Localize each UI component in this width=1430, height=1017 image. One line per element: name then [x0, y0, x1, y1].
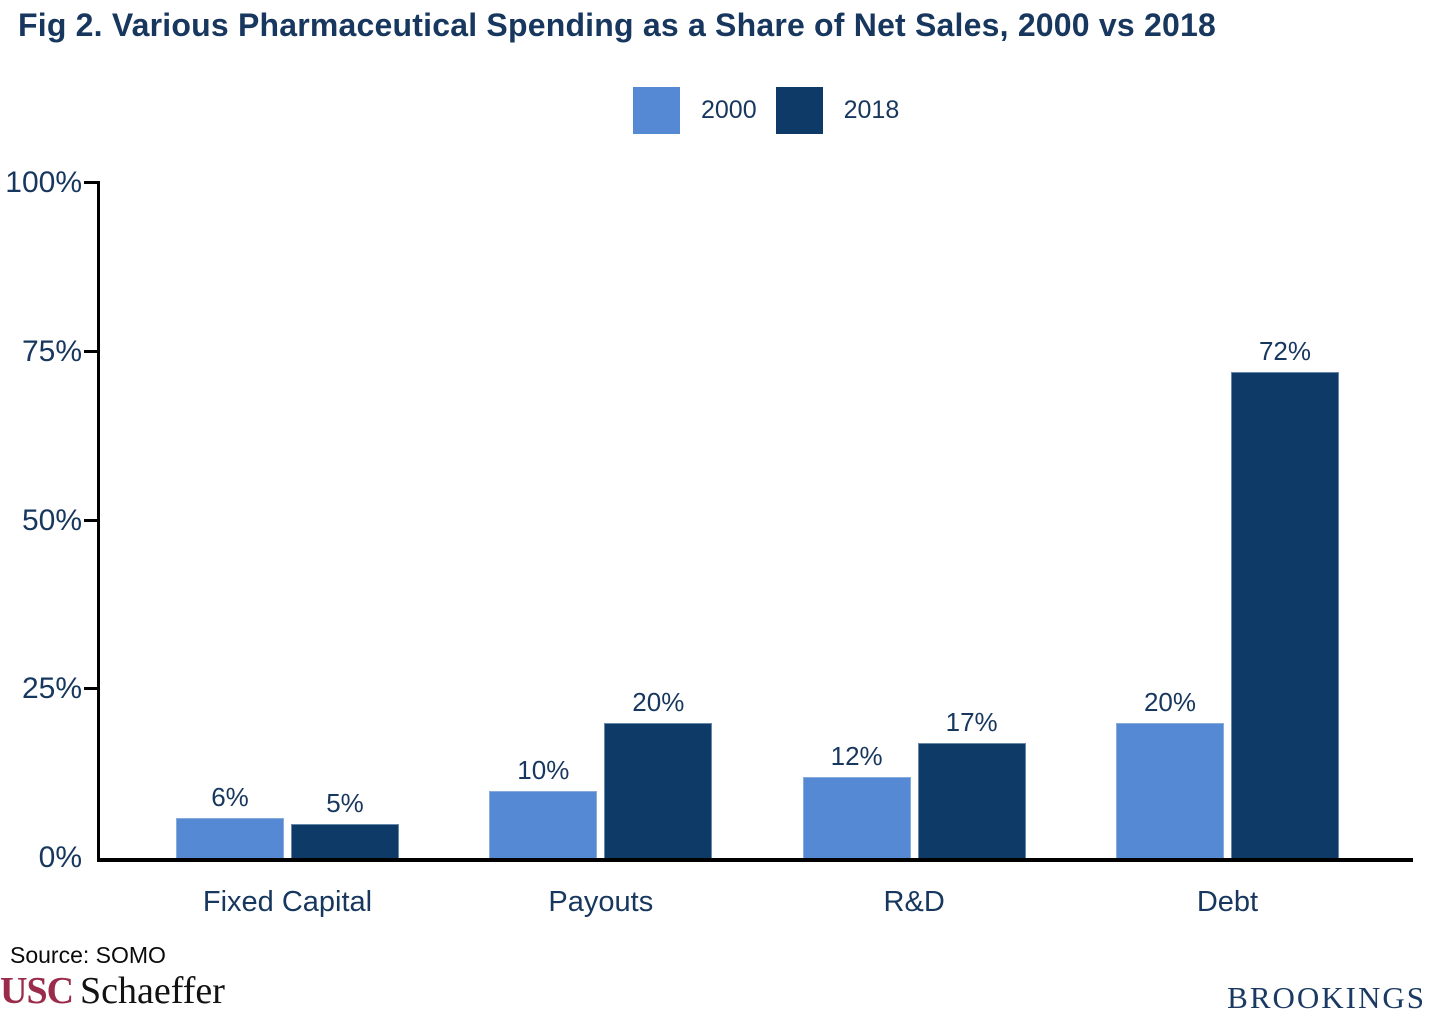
bar-value-2000-payouts: 10%	[517, 754, 570, 785]
y-tick-label-100: 100%	[5, 166, 82, 199]
bar-2000-debt: 20%	[1115, 687, 1224, 858]
y-tick-label-50: 50%	[21, 503, 82, 537]
y-tick-mark-25	[84, 687, 100, 691]
category-label-debt: Debt	[1196, 886, 1259, 918]
bar-2018-debt: 72%	[1230, 336, 1339, 858]
bar-group-debt: 20% 72%	[1115, 183, 1339, 858]
bar-group-fixed-capital: 6% 5%	[176, 183, 399, 858]
bar-value-2018-r-d: 17%	[945, 707, 998, 738]
y-tick-mark-100	[84, 181, 100, 184]
legend-item-2000: 2000	[633, 86, 757, 134]
bar-group-r-d: 12% 17%	[802, 183, 1026, 858]
legend: 2000 2018	[633, 86, 899, 134]
bar-group-payouts: 10% 20%	[489, 183, 713, 858]
bar-value-2018-payouts: 20%	[632, 687, 685, 717]
bar-2018-payouts: 20%	[604, 687, 713, 858]
usc-logo-text: USC	[0, 970, 74, 1012]
figure-title: Fig 2. Various Pharmaceutical Spending a…	[18, 7, 1216, 43]
y-axis-labels: 0% 25% 50% 75% 100%	[0, 166, 88, 874]
bar-value-2000-debt: 20%	[1143, 687, 1197, 717]
bar-value-2018-debt: 72%	[1258, 336, 1312, 366]
category-label-payouts: Payouts	[548, 886, 654, 918]
bars-row: 6% 5% 10% 20% 12% 17% 20% 72%	[100, 183, 1413, 858]
bar-2018-fixed-capital: 5%	[291, 788, 399, 858]
bar-2000-fixed-capital: 6%	[176, 782, 284, 858]
bar-2000-r-d: 12%	[802, 741, 911, 858]
brookings-logo: BROOKINGS	[1227, 980, 1426, 1015]
category-label-r-d: R&D	[883, 886, 945, 918]
bar-value-2000-fixed-capital: 6%	[211, 781, 249, 812]
bar-2000-payouts: 10%	[489, 755, 598, 858]
y-tick-label-0: 0%	[38, 841, 82, 874]
category-labels-row: Fixed Capital Payouts R&D Debt	[100, 886, 1413, 919]
bar-value-2018-fixed-capital: 5%	[326, 788, 364, 819]
y-tick-mark-50	[84, 518, 100, 522]
legend-label-2000: 2000	[701, 95, 757, 124]
category-label-fixed-capital: Fixed Capital	[202, 886, 373, 918]
y-tick-label-25: 25%	[21, 672, 82, 706]
legend-item-2018: 2018	[775, 86, 900, 134]
y-tick-mark-75	[84, 349, 100, 353]
bar-value-2000-r-d: 12%	[830, 741, 883, 771]
usc-schaeffer-logo: USC Schaeffer	[0, 971, 225, 1011]
legend-swatch-2018	[775, 86, 823, 134]
legend-swatch-2000	[633, 86, 680, 134]
legend-label-2018: 2018	[843, 95, 900, 124]
bar-2018-r-d: 17%	[917, 707, 1026, 858]
plot-area: 6% 5% 10% 20% 12% 17% 20% 72%	[84, 181, 1413, 862]
source-note: Source: SOMO	[10, 942, 166, 968]
y-tick-label-75: 75%	[21, 334, 82, 368]
schaeffer-logo-text: Schaeffer	[80, 970, 225, 1012]
